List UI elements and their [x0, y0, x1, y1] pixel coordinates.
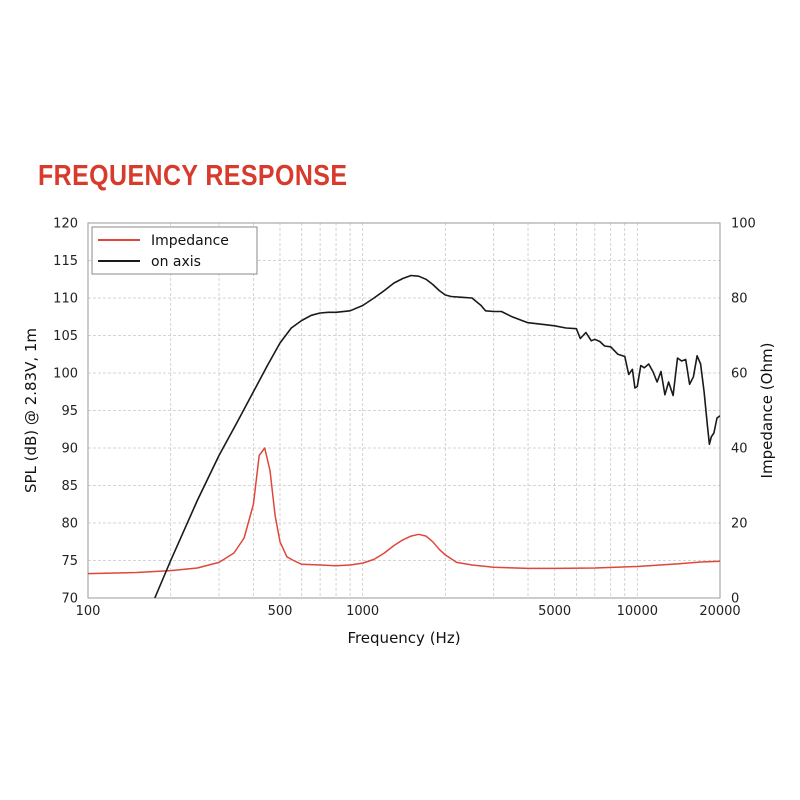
y-tick-label: 85 [61, 479, 78, 494]
x-tick-labels: 100 500 1000 5000 10000 20000 [76, 604, 741, 619]
y-axis-title: SPL (dB) @ 2.83V, 1m [22, 328, 40, 493]
y-tick-label: 95 [61, 404, 78, 419]
legend-box [91, 226, 258, 275]
y-tick-label: 90 [61, 442, 78, 457]
series-layer [88, 274, 720, 598]
x-tick-label: 1000 [346, 604, 379, 619]
x-tick-label: 20000 [699, 604, 740, 619]
y2-tick-label: 0 [731, 592, 739, 607]
y-tick-label: 105 [53, 329, 78, 344]
legend-label-on-axis: on axis [151, 254, 201, 270]
y-tick-label: 100 [53, 367, 78, 382]
x-tick-label: 5000 [538, 604, 571, 619]
y-tick-label: 75 [61, 554, 78, 569]
y-tick-labels: 70 75 80 85 90 95 100 105 110 115 120 [53, 217, 78, 607]
y-tick-label: 70 [61, 592, 78, 607]
y2-axis-title: Impedance (Ohm) [758, 343, 776, 479]
legend-label-impedance: Impedance [151, 233, 229, 249]
y2-tick-label: 20 [731, 517, 748, 532]
chart-heading: FREQUENCY RESPONSE [38, 160, 348, 192]
x-axis-title: Frequency (Hz) [347, 629, 460, 647]
y-tick-label: 120 [53, 217, 78, 232]
y2-tick-label: 80 [731, 292, 748, 307]
y-tick-label: 110 [53, 292, 78, 307]
plot-frame [87, 222, 721, 599]
series-line-on-axis [154, 274, 720, 598]
y2-tick-label: 40 [731, 442, 748, 457]
x-tick-label: 500 [268, 604, 293, 619]
grid [88, 223, 720, 598]
y-tick-label: 115 [53, 254, 78, 269]
legend: Impedance on axis [91, 226, 258, 275]
x-tick-label: 100 [76, 604, 101, 619]
y2-tick-label: 60 [731, 367, 748, 382]
y2-tick-labels: 0 20 40 60 80 100 [731, 217, 756, 607]
y2-tick-label: 100 [731, 217, 756, 232]
series-line-impedance [88, 447, 720, 575]
x-tick-label: 10000 [617, 604, 658, 619]
y-tick-label: 80 [61, 517, 78, 532]
